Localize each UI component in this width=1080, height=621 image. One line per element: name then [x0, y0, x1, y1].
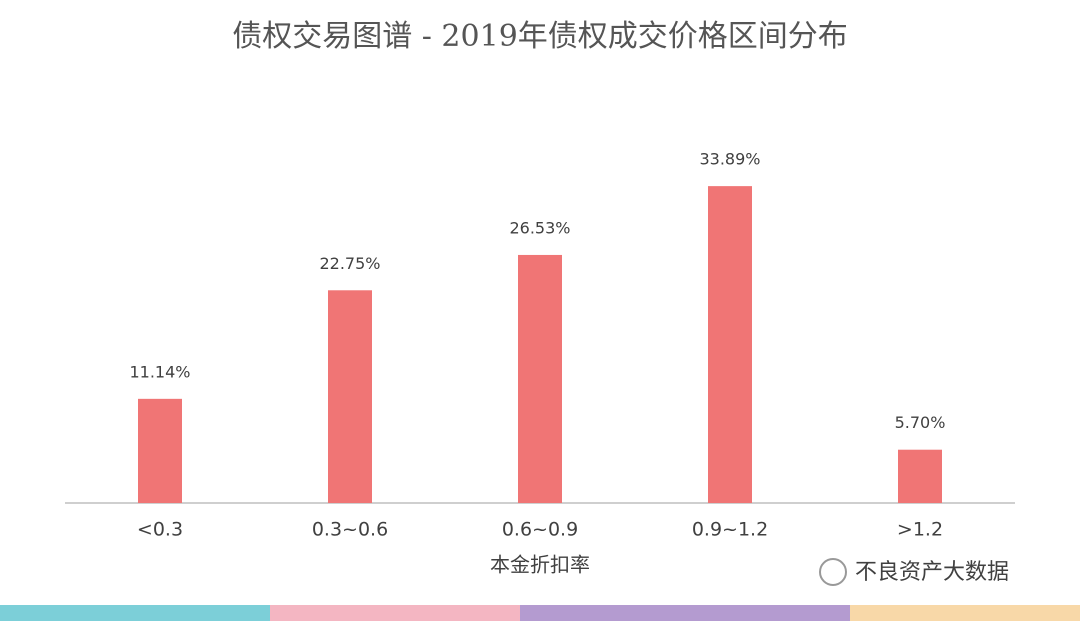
bar	[898, 449, 942, 503]
x-tick-label: >1.2	[897, 519, 943, 541]
data-label: 22.75%	[319, 254, 380, 273]
data-label: 11.14%	[129, 362, 190, 381]
bar	[328, 290, 372, 503]
watermark-icon	[819, 558, 847, 586]
stripe	[0, 605, 270, 621]
bar	[518, 254, 562, 503]
data-label: 26.53%	[509, 218, 570, 237]
data-label: 33.89%	[699, 150, 760, 169]
x-tick-label: 0.6~0.9	[502, 519, 578, 541]
stripe	[850, 605, 1080, 621]
watermark-group: 不良资产大数据	[819, 558, 1009, 586]
stripe	[270, 605, 520, 621]
watermark: 不良资产大数据	[855, 560, 1009, 585]
bar	[138, 398, 182, 503]
data-label: 5.70%	[895, 413, 946, 432]
x-tick-label: 0.9~1.2	[692, 519, 768, 541]
stripe	[520, 605, 850, 621]
chart-title: 债权交易图谱 - 2019年债权成交价格区间分布	[232, 19, 848, 54]
x-axis-title: 本金折扣率	[490, 553, 590, 577]
bar	[708, 186, 752, 504]
x-tick-label: <0.3	[137, 519, 183, 541]
x-tick-label: 0.3~0.6	[312, 519, 388, 541]
